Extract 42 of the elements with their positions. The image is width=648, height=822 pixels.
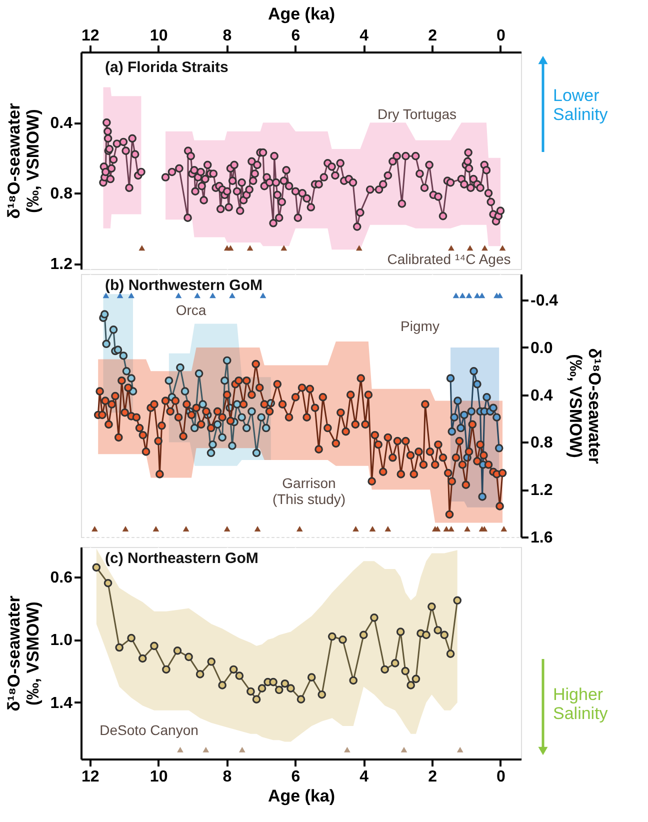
y-tick-label: 1.2 (50, 256, 73, 274)
y-tick-label: 0.8 (530, 434, 553, 452)
x-axis-title: Age (ka) (268, 786, 336, 806)
annotation: Pigmy (400, 318, 440, 334)
x-tick-label: 4 (360, 768, 369, 786)
x-tick-label: 6 (291, 28, 300, 44)
x-tick-label: 10 (150, 768, 168, 786)
chart-title: (b) Northwestern GoM (105, 277, 262, 294)
y-tick-label: 1.0 (50, 632, 73, 650)
y-axis-title: δ¹⁸O-seawater (‰, VSMOW) (566, 348, 604, 464)
y-axis-title: δ¹⁸O-seawater (‰, VSMOW) (4, 595, 42, 712)
x-tick-label: 8 (222, 768, 232, 786)
x-tick-label: 0 (496, 768, 506, 786)
annotation: Garrison (This study) (272, 475, 346, 507)
y-tick-label: 1.6 (530, 530, 553, 546)
x-tick-label: 8 (222, 28, 232, 44)
x-tick-label: 12 (81, 768, 100, 786)
x-tick-label: 12 (81, 28, 100, 44)
text: Lower Salinity (553, 86, 608, 124)
annotation: Calibrated ¹⁴C Ages (387, 251, 511, 267)
y-tick-label: 0.0 (530, 340, 553, 357)
annotation: DeSoto Canyon (100, 722, 198, 738)
y-axis-title: δ¹⁸O-seawater (‰, VSMOW) (4, 102, 42, 219)
y-tick-label: 0.6 (50, 569, 73, 586)
y-tick-label: 1.4 (50, 694, 73, 712)
x-tick-label: 0 (496, 28, 506, 44)
x-axis-title: Age (ka) (268, 4, 336, 24)
annotation: Orca (176, 302, 206, 318)
chart-title: (a) Florida Straits (105, 59, 228, 76)
x-tick-label: 10 (150, 28, 168, 44)
chart-title: (c) Northeastern GoM (105, 550, 258, 567)
x-tick-label: 6 (291, 768, 300, 786)
y-tick-label: 0.4 (50, 115, 73, 132)
x-tick-label: 2 (428, 768, 438, 786)
y-tick-label: 0.4 (530, 387, 553, 404)
x-tick-label: 2 (428, 28, 438, 44)
text: Higher Salinity (553, 685, 608, 723)
x-tick-label: 4 (360, 28, 369, 44)
y-tick-label: 0.8 (50, 186, 73, 203)
y-tick-label: 1.2 (530, 482, 553, 500)
annotation: Dry Tortugas (377, 106, 457, 122)
y-tick-label: -0.4 (530, 292, 558, 310)
